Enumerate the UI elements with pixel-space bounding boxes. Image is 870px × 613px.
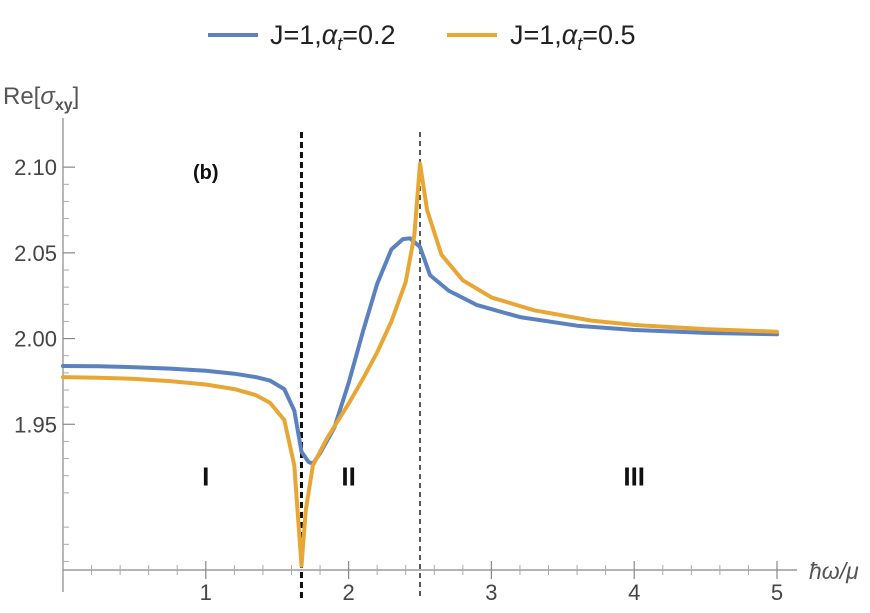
series-lines [61,161,779,568]
region-boundaries [299,132,421,600]
panel-label: (b) [193,162,219,184]
x-tick-label: 1 [200,580,212,605]
legend: J=1,αt=0.2 J=1,αt=0.5 [208,20,636,54]
axes [62,118,797,592]
x-tick-label: 2 [342,580,354,605]
x-tick-label: 5 [771,580,783,605]
legend-label-series-2: J=1,αt=0.5 [510,20,636,54]
region-label-I: I [202,462,209,492]
y-tick-label: 2.00 [14,327,57,352]
series-line-1 [61,236,779,466]
y-tick-label: 1.95 [14,412,57,437]
annotations: (b)I II III [193,162,645,492]
region-label-II: II [341,462,355,492]
y-tick-label: 2.10 [14,155,57,180]
region-label-III: III [623,462,645,492]
legend-label-series-1: J=1,αt=0.2 [270,20,396,54]
ticks: 1 2 3 4 5 1.95 2.00 2.05 2.10 [14,155,783,605]
y-tick-label: 2.05 [14,241,57,266]
series-line-2 [61,161,779,568]
y-axis-title: Re[σxy] [3,83,79,114]
x-axis-title: ħω/μ [809,558,859,584]
x-tick-label: 4 [628,580,640,605]
x-tick-label: 3 [485,580,497,605]
